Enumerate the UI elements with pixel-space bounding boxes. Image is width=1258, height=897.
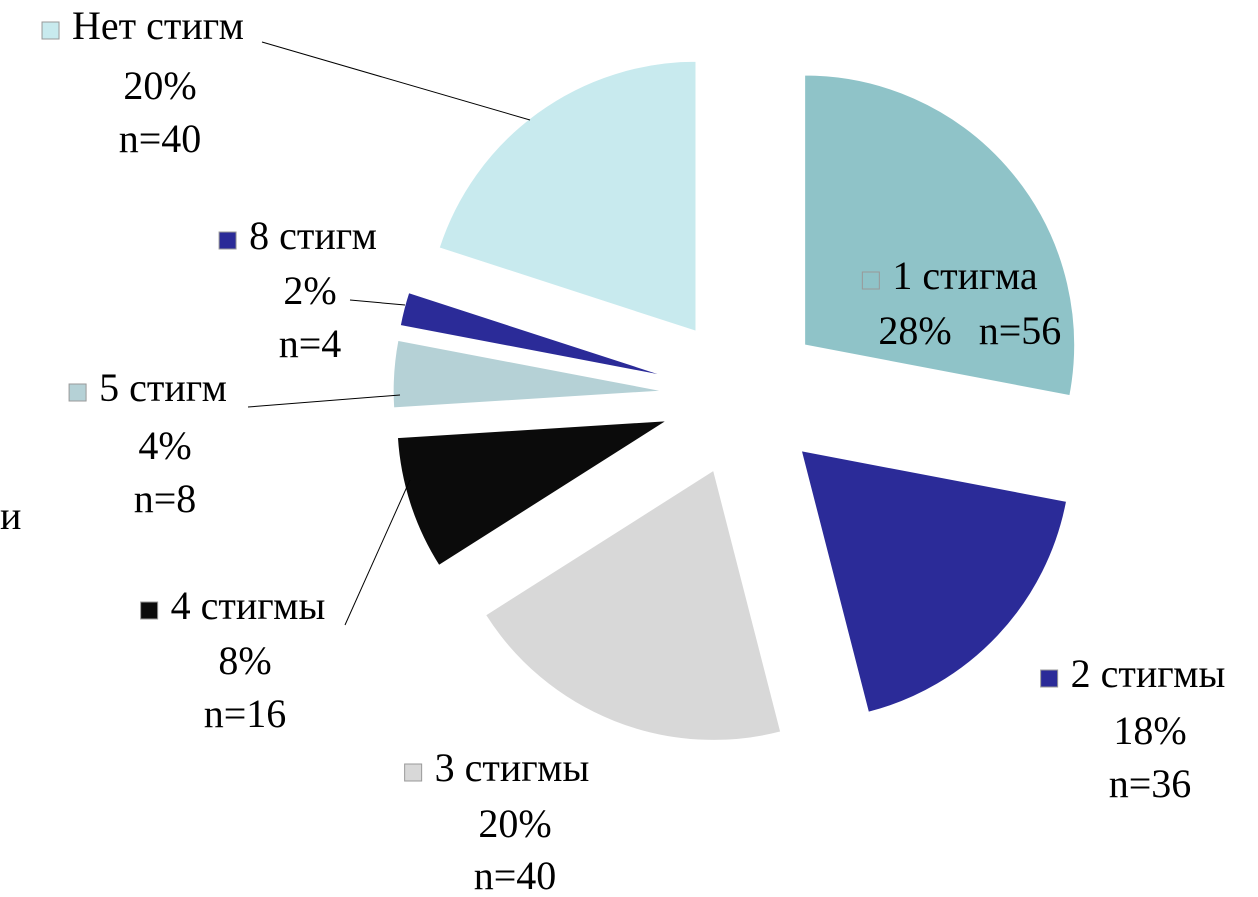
pie-slice (392, 339, 664, 409)
pie-slice (399, 292, 666, 377)
data-label: 20% (478, 801, 551, 846)
n-label: n=4 (279, 321, 342, 366)
legend-swatch (404, 763, 423, 782)
pie-slice (800, 450, 1068, 713)
leader-line (349, 299, 406, 306)
legend-swatch (1040, 669, 1059, 688)
legend-label: 4 стигмы (171, 583, 326, 628)
legend-swatch (41, 21, 60, 40)
legend-swatch (140, 601, 159, 620)
data-label: 4% (138, 423, 191, 468)
pie-slice (396, 420, 668, 567)
pie-slice (438, 60, 697, 332)
pie-slice (804, 74, 1076, 397)
n-label: n=40 (474, 853, 557, 897)
legend-label: 1 стигма (892, 253, 1038, 298)
data-label: 8% (218, 638, 271, 683)
pie-slice (484, 469, 782, 741)
legend-swatch (68, 383, 87, 402)
data-label: 18% (1113, 708, 1186, 753)
n-label: n=8 (134, 476, 197, 521)
annotation: и (0, 493, 21, 538)
n-label: n=36 (1109, 761, 1192, 806)
legend-swatch (861, 271, 880, 290)
n-label: n=56 (979, 308, 1062, 353)
n-label: n=16 (204, 691, 287, 736)
data-label: 2% (283, 268, 336, 313)
legend-label: 5 стигм (99, 365, 227, 410)
leader-line (247, 394, 401, 408)
legend-label: 2 стигмы (1071, 651, 1226, 696)
data-label: 20% (123, 63, 196, 108)
n-label: n=40 (119, 116, 202, 161)
leader-line (261, 41, 531, 121)
leader-line (344, 479, 411, 626)
legend-label: 3 стигмы (435, 745, 590, 790)
legend-label: 8 стигм (249, 213, 377, 258)
legend-swatch (218, 231, 237, 250)
legend-label: Нет стигм (72, 3, 244, 48)
data-label: 28% (878, 308, 951, 353)
